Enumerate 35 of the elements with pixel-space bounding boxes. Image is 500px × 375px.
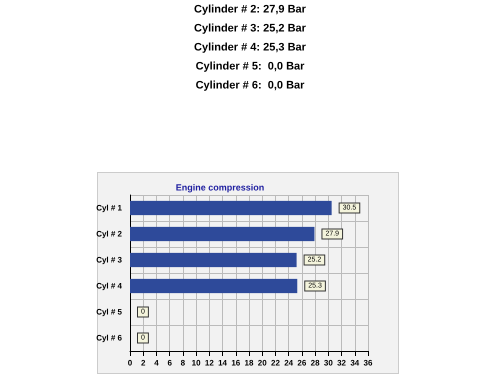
x-tick-label: 20 (258, 358, 268, 368)
y-tick-label: Cyl # 6 (96, 334, 123, 342)
x-tick-label: 18 (244, 358, 254, 368)
x-tick-label: 16 (231, 358, 241, 368)
bar (130, 252, 297, 268)
x-tick-label: 36 (364, 358, 373, 368)
x-tick-label: 4 (154, 358, 160, 368)
x-tick-label: 10 (192, 358, 202, 368)
x-tick-label: 32 (337, 358, 347, 368)
text: Cylinder # 4: 25,3 Bar (194, 42, 307, 54)
y-tick-label: Cyl # 4 (96, 282, 123, 290)
text: Cylinder # 6: 0,0 Bar (196, 80, 306, 92)
x-tick-label: 14 (218, 358, 228, 368)
x-tick-label: 12 (204, 358, 214, 368)
chart-title: Engine compression (176, 182, 264, 192)
y-tick-label: Cyl # 5 (96, 308, 123, 316)
text: Cylinder # 5: 0,0 Bar (196, 60, 306, 72)
bar (130, 278, 298, 294)
x-tick-label: 6 (167, 358, 172, 368)
x-tick-label: 2 (140, 358, 146, 368)
x-tick-label: 30 (324, 358, 334, 368)
x-tick-label: 22 (270, 358, 280, 368)
x-tick-label: 26 (297, 358, 307, 368)
x-tick-label: 8 (180, 358, 186, 368)
y-tick-label: Cyl # 2 (96, 230, 123, 238)
text: Cylinder # 2: 27,9 Bar (194, 4, 307, 16)
y-tick-label: Cyl # 3 (96, 256, 123, 264)
x-tick-label: 0 (128, 358, 133, 368)
x-tick-label: 24 (284, 358, 294, 368)
bar (130, 226, 314, 242)
x-tick-label: 34 (350, 358, 360, 368)
bar (130, 200, 332, 216)
y-tick-label: Cyl # 1 (96, 204, 123, 212)
text: Cylinder # 3: 25,2 Bar (194, 22, 307, 34)
x-tick-label: 28 (310, 358, 320, 368)
